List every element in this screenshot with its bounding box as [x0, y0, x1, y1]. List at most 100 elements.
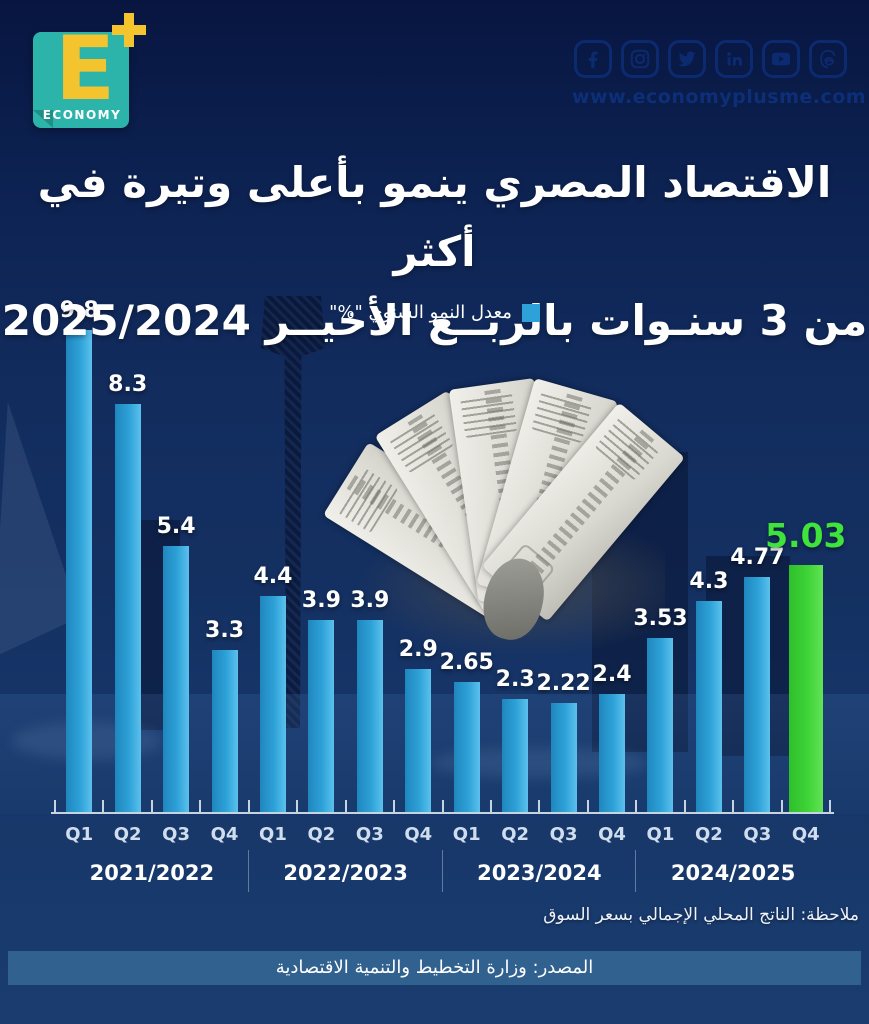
- chart-legend: معدل النمو السنوي "%": [0, 302, 869, 323]
- bar-value-label: 4.4: [253, 564, 293, 589]
- bar-group: 3.9: [346, 330, 394, 812]
- year-separator: [441, 850, 443, 892]
- bar: [502, 699, 529, 812]
- bar-value-label: 5.4: [156, 514, 196, 539]
- bar-group: 5.4: [152, 330, 200, 812]
- banknotes-photo: [322, 376, 705, 656]
- bar-value-label: 2.22: [536, 671, 591, 696]
- bar: [647, 638, 674, 812]
- axis-tick: [102, 800, 105, 812]
- quarter-label: Q3: [743, 824, 772, 845]
- quarter-label: Q2: [501, 824, 530, 845]
- bar-group: 9.8: [55, 298, 103, 812]
- bar: [744, 577, 771, 812]
- axis-tick: [150, 800, 153, 812]
- bar-group: 2.3: [491, 330, 539, 812]
- axis-tick: [829, 800, 831, 812]
- plus-icon: [112, 13, 146, 47]
- economy-plus-logo: E ECONOMY: [33, 13, 183, 138]
- facebook-icon: [574, 40, 612, 78]
- axis-tick: [683, 800, 686, 812]
- website-url: www.economyplusme.com: [572, 86, 867, 108]
- bar-group: 3.3: [200, 330, 248, 812]
- bar-value-label: 2.9: [398, 637, 438, 662]
- bar-group: 2.9: [394, 330, 442, 812]
- bar: [259, 596, 286, 812]
- quarter-label: Q1: [259, 824, 287, 845]
- bar: [550, 703, 577, 812]
- axis-tick: [732, 800, 735, 812]
- bar: [695, 601, 722, 812]
- logo-caption: ECONOMY: [42, 108, 122, 122]
- quarter-label: Q4: [791, 824, 820, 845]
- bar-value-label: 3.53: [633, 606, 688, 631]
- bar-group: 2.22: [536, 330, 591, 812]
- bar: [163, 546, 190, 812]
- axis-tick: [393, 800, 396, 812]
- year-label: 2024/2025: [670, 861, 796, 885]
- bar-group: 5.03: [765, 330, 846, 812]
- axis-tick: [296, 800, 299, 812]
- x-axis-baseline: [51, 812, 834, 814]
- axis-tick: [344, 800, 347, 812]
- axis-tick: [441, 800, 444, 812]
- bar-value-label: 4.3: [689, 569, 729, 594]
- title-line-1: الاقتصاد المصري ينمو بأعلى وتيرة في أكثر: [37, 158, 832, 276]
- social-links: [574, 40, 847, 78]
- bar-group: 3.53: [633, 330, 688, 812]
- bar-group: 2.65: [439, 330, 494, 812]
- instagram-icon: [621, 40, 659, 78]
- nile-water: [0, 694, 869, 814]
- axis-tick: [538, 800, 541, 812]
- quarter-label: Q3: [549, 824, 578, 845]
- bar-group: 3.9: [297, 330, 345, 812]
- axis-tick: [54, 800, 56, 812]
- bar-value-label: 2.65: [439, 650, 494, 675]
- axis-tick: [586, 800, 589, 812]
- bar: [405, 669, 432, 812]
- youtube-icon: [762, 40, 800, 78]
- year-label: 2021/2022: [89, 861, 215, 885]
- quarter-label: Q4: [404, 824, 433, 845]
- axis-tick: [247, 800, 250, 812]
- year-label: 2022/2023: [283, 861, 408, 885]
- quarter-label: Q4: [210, 824, 239, 845]
- threads-icon: [809, 40, 847, 78]
- bar-value-label: 9.8: [59, 298, 99, 323]
- twitter-icon: [668, 40, 706, 78]
- bar-group: 2.4: [588, 330, 636, 812]
- bars: 9.8 8.3 5.4 3.3 4.4 3.9 3.9 2.9 2.65 2.3 2.22 2.4 3.…: [55, 298, 846, 812]
- bar-value-label: 3.9: [350, 588, 390, 613]
- page-title: الاقتصاد المصري ينمو بأعلى وتيرة في أكثر…: [0, 148, 869, 355]
- growth-bar-chart: 9.8 8.3 5.4 3.3 4.4 3.9 3.9 2.9 2.65 2.3 2.22 2.4 3.…: [51, 298, 846, 892]
- year-separator: [247, 850, 249, 892]
- bar: [114, 404, 141, 812]
- axis-tick: [780, 800, 783, 812]
- legend-swatch: [521, 303, 540, 322]
- quarter-label: Q2: [113, 824, 142, 845]
- bar: [308, 620, 335, 812]
- bar: [211, 650, 238, 812]
- bar: [599, 694, 626, 812]
- quarter-label: Q2: [694, 824, 723, 845]
- bar-group: 4.3: [685, 330, 733, 812]
- bar-group: 8.3: [103, 330, 151, 812]
- quarter-label: Q1: [452, 824, 481, 845]
- quarter-label: Q4: [598, 824, 626, 845]
- bar-value-label: 4.77: [730, 545, 785, 570]
- legend-label: معدل النمو السنوي "%": [329, 302, 512, 323]
- logo-letter: E: [54, 17, 116, 120]
- axis-tick: [635, 800, 638, 812]
- axis-tick: [489, 800, 492, 812]
- bar-group: 4.77: [730, 330, 785, 812]
- bar: [66, 330, 93, 812]
- axis-tick: [199, 800, 202, 812]
- quarter-label: Q3: [355, 824, 384, 845]
- year-label: 2023/2024: [477, 861, 602, 885]
- bar-value-label: 3.9: [301, 588, 341, 613]
- bar-value-label: 2.3: [495, 667, 535, 692]
- quarter-label: Q3: [162, 824, 190, 845]
- quarter-label: Q2: [307, 824, 336, 845]
- axis-ticks: [54, 800, 831, 812]
